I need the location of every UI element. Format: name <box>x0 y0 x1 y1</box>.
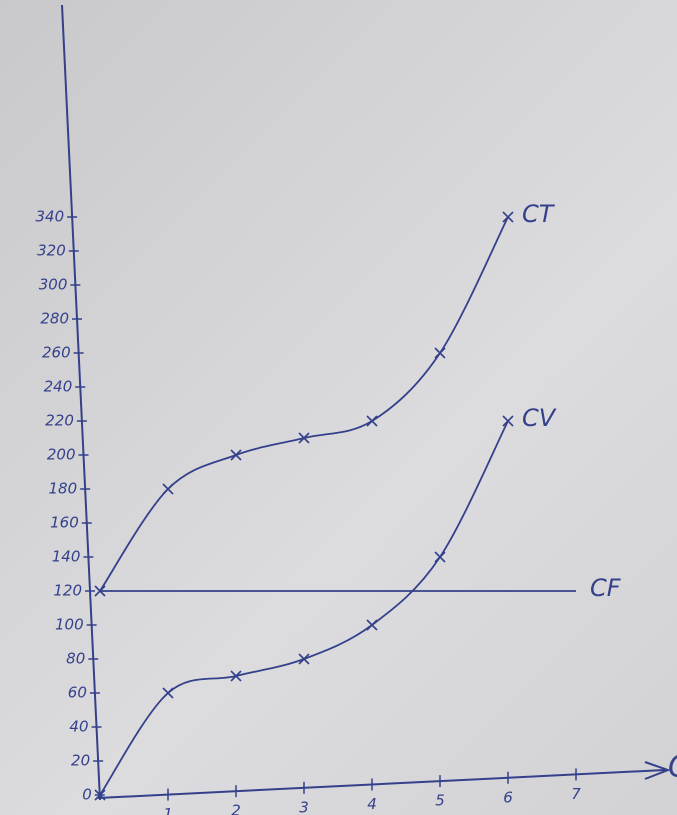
y-tick-label: 20 <box>71 752 90 770</box>
y-tick-label: 240 <box>44 378 73 396</box>
y-tick-label: 60 <box>68 684 87 702</box>
x-tick-label: 1 <box>163 805 173 815</box>
series-line <box>100 217 508 591</box>
series-label: CT <box>522 200 556 228</box>
y-axis <box>62 5 100 800</box>
point-marker <box>503 416 513 426</box>
chart: Q 0 20 40 60 80 100 120 140 160 180 200 220 240 260 28… <box>0 0 677 815</box>
y-tick-label: 200 <box>47 446 76 464</box>
y-tick-label: 140 <box>52 548 81 566</box>
y-tick-label: 260 <box>42 344 71 362</box>
y-tick-label: 120 <box>53 582 82 600</box>
point-marker <box>231 450 241 460</box>
y-tick-label: 220 <box>45 412 74 430</box>
point-marker <box>367 620 377 630</box>
point-marker <box>435 348 445 358</box>
y-tick-label: 80 <box>66 650 85 668</box>
x-tick-label: 2 <box>231 802 241 815</box>
x-tick-label: 3 <box>299 798 309 815</box>
point-marker <box>435 552 445 562</box>
series-label: CF <box>590 574 622 602</box>
x-axis-label: Q <box>668 750 677 785</box>
x-tick-label: 7 <box>571 785 581 803</box>
x-tick-label: 5 <box>435 792 445 810</box>
x-tick-label: 4 <box>367 795 377 813</box>
y-tick-label: 320 <box>37 242 66 260</box>
y-tick-label: 40 <box>69 718 88 736</box>
series-label: CV <box>522 404 557 432</box>
point-marker <box>163 688 173 698</box>
point-marker <box>503 212 513 222</box>
y-tick-label: 160 <box>50 514 79 532</box>
point-marker <box>367 416 377 426</box>
series-line <box>100 421 508 795</box>
x-tick-label: 6 <box>503 788 513 806</box>
y-tick-label: 180 <box>48 480 77 498</box>
y-tick-label: 340 <box>35 208 64 226</box>
y-tick-label: 280 <box>40 310 69 328</box>
point-marker <box>163 484 173 494</box>
y-tick-label: 300 <box>39 276 68 294</box>
y-tick-label: 0 <box>82 786 92 804</box>
point-marker <box>299 654 309 664</box>
y-tick-label: 100 <box>55 616 84 634</box>
